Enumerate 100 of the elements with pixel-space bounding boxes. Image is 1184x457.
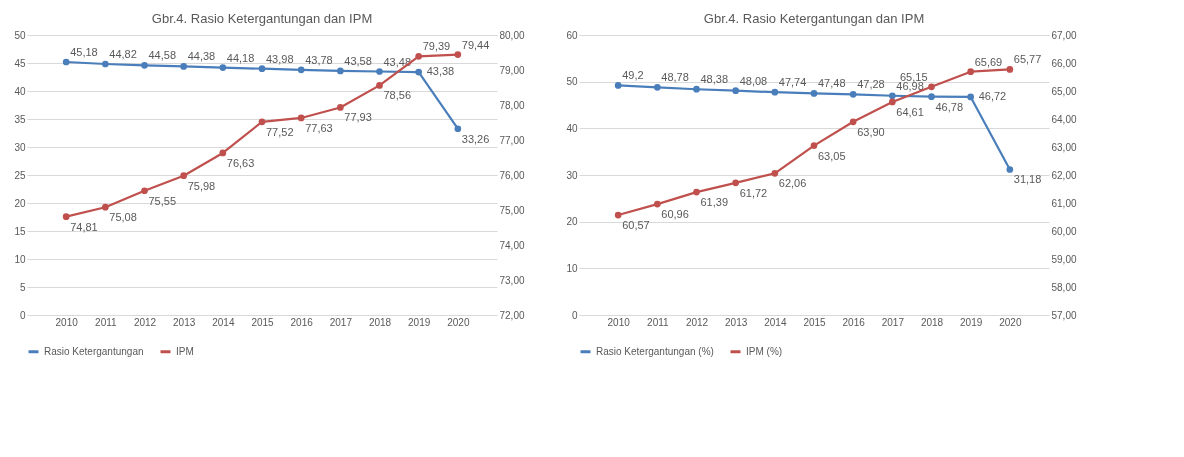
x-tick-label: 2014 (764, 316, 787, 328)
y-tick-label: 40 (566, 122, 578, 134)
x-tick-label: 2018 (920, 316, 944, 328)
point (849, 118, 857, 126)
point (141, 187, 148, 195)
point (297, 114, 305, 122)
point (653, 200, 661, 208)
point (219, 64, 227, 71)
x-tick-label: 2020 (999, 316, 1022, 328)
data-label: 77,52 (266, 125, 294, 138)
y-tick-label: 10 (566, 262, 578, 274)
point (928, 83, 935, 91)
y-tick-label: 50 (566, 76, 578, 88)
y-tick-label: 30 (14, 141, 26, 153)
y2-tick-label: 65,00 (1051, 85, 1077, 97)
data-label: 78,56 (383, 89, 412, 102)
point (101, 203, 109, 211)
point (454, 51, 462, 58)
x-tick-label: 2019 (960, 316, 983, 328)
y2-tick-label: 60,00 (1051, 225, 1077, 237)
data-label: 61,39 (700, 196, 729, 209)
data-label: 62,06 (778, 177, 807, 190)
data-label: 60,96 (661, 208, 689, 221)
legend-label: IPM (176, 345, 194, 357)
y-tick-label: 40 (14, 85, 26, 97)
point (888, 98, 896, 106)
data-label: 64,61 (896, 105, 924, 118)
data-label: 43,78 (305, 53, 333, 66)
data-label: 46,78 (935, 100, 964, 113)
point (62, 213, 70, 220)
y-tick-label: 20 (14, 197, 26, 209)
y2-tick-label: 75,00 (499, 204, 525, 216)
point (415, 68, 423, 76)
x-tick-label: 2013 (725, 316, 748, 328)
data-label: 75,55 (148, 194, 177, 207)
point (297, 66, 305, 74)
data-label: 47,28 (857, 78, 885, 91)
y-tick-label: 0 (19, 309, 26, 321)
data-label: 47,48 (818, 77, 846, 90)
point (771, 88, 779, 96)
data-label: 48,08 (739, 74, 768, 87)
data-label: 43,38 (426, 65, 455, 78)
point (62, 58, 70, 66)
x-tick-label: 2016 (842, 316, 866, 328)
point (415, 53, 423, 60)
data-label: 43,98 (266, 52, 294, 65)
y-tick-label: 60 (566, 29, 578, 41)
y2-tick-label: 66,00 (1051, 57, 1077, 69)
point (180, 172, 188, 180)
point (771, 169, 779, 177)
y2-tick-label: 64,00 (1051, 113, 1077, 125)
data-label: 49,2 (622, 69, 644, 82)
point (810, 142, 818, 149)
x-tick-label: 2014 (212, 316, 235, 328)
data-label: 44,38 (187, 50, 216, 63)
x-tick-label: 2010 (55, 316, 79, 328)
data-label: 48,38 (700, 73, 729, 86)
data-label: 31,18 (1013, 173, 1042, 186)
data-label: 60,57 (622, 219, 650, 232)
point (219, 149, 227, 157)
x-tick-label: 2012 (133, 316, 157, 328)
y-tick-label: 5 (19, 281, 26, 293)
data-label: 61,72 (739, 186, 768, 199)
chart-title: Gbr.4. Rasio Ketergantungan dan IPM (151, 11, 373, 26)
data-label: 79,39 (422, 40, 451, 53)
data-label: 43,58 (344, 54, 372, 67)
data-label: 44,58 (148, 49, 177, 62)
y2-tick-label: 74,00 (499, 239, 525, 251)
data-label: 76,63 (226, 156, 255, 169)
point (732, 179, 740, 187)
data-label: 65,77 (1013, 53, 1042, 66)
point (849, 91, 857, 98)
point (180, 63, 188, 70)
y-tick-label: 10 (14, 253, 26, 265)
x-tick-label: 2018 (368, 316, 392, 328)
data-label: 46,72 (978, 89, 1007, 102)
point (732, 87, 740, 94)
x-tick-label: 2015 (251, 316, 275, 328)
point (967, 68, 975, 76)
point (336, 67, 344, 75)
point (614, 211, 622, 219)
point (258, 65, 266, 73)
legend-label: IPM (%) (746, 345, 783, 357)
y2-tick-label: 57,00 (1051, 309, 1077, 321)
y-tick-label: 35 (14, 113, 26, 125)
y2-tick-label: 61,00 (1051, 197, 1077, 209)
point (336, 104, 344, 111)
data-label: 65,69 (974, 55, 1003, 68)
legend-label: Rasio Ketergantungan (44, 345, 144, 357)
x-tick-label: 2015 (803, 316, 827, 328)
y-tick-label: 20 (566, 216, 578, 228)
point (810, 90, 818, 97)
y2-tick-label: 58,00 (1051, 281, 1077, 293)
x-tick-label: 2020 (447, 316, 470, 328)
data-label: 74,81 (70, 220, 98, 233)
data-label: 63,05 (818, 149, 846, 162)
point (1006, 166, 1014, 173)
data-label: 47,74 (778, 76, 807, 89)
data-label: 45,18 (70, 45, 98, 58)
x-tick-label: 2019 (408, 316, 431, 328)
